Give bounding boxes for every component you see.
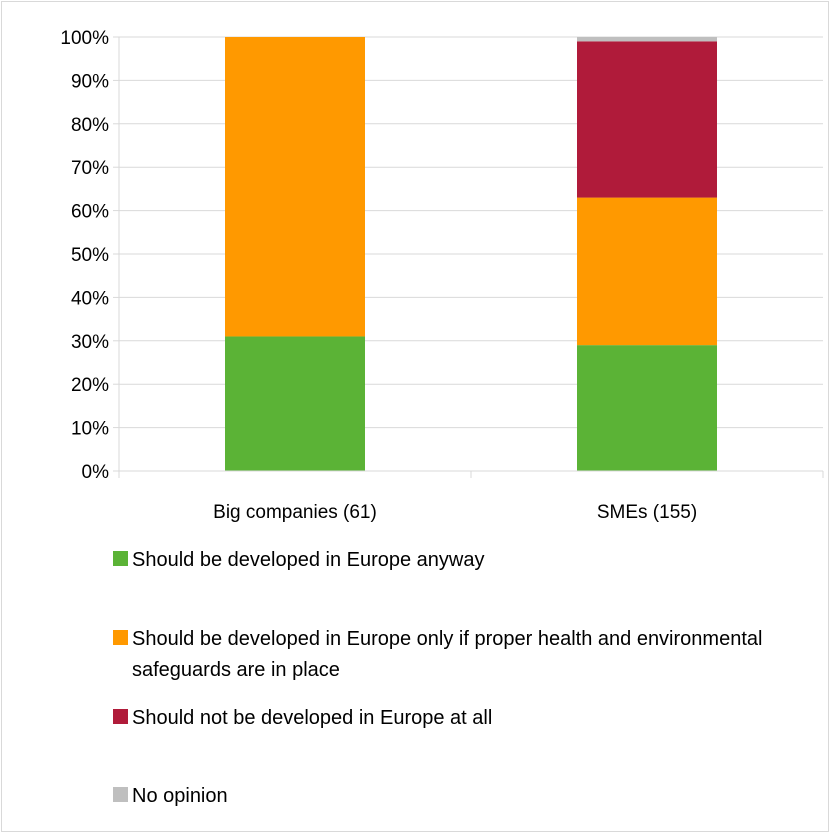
legend-label: Should be developed in Europe only if pr… <box>132 628 763 681</box>
bar-segment <box>577 197 717 346</box>
y-tick-label: 80% <box>71 115 109 136</box>
legend-item-developed-with-safeguards: Should be developed in Europe only if pr… <box>113 624 792 686</box>
legend-label: Should not be developed in Europe at all <box>132 707 493 729</box>
bar-segment <box>577 37 717 42</box>
legend-item-not-developed: Should not be developed in Europe at all <box>113 703 792 734</box>
y-tick-label: 50% <box>71 245 109 266</box>
x-category-label: SMEs (155) <box>597 502 697 523</box>
legend-item-developed-anyway: Should be developed in Europe anyway <box>113 545 792 576</box>
bar-segment <box>577 345 717 471</box>
y-tick-label: 0% <box>82 462 110 483</box>
y-tick-label: 70% <box>71 158 109 179</box>
y-tick-label: 20% <box>71 375 109 396</box>
y-tick-label: 10% <box>71 419 109 440</box>
bars <box>225 37 717 471</box>
y-tick-label: 60% <box>71 202 109 223</box>
legend-swatch <box>113 630 128 645</box>
y-tick-label: 100% <box>60 28 109 49</box>
legend-item-no-opinion: No opinion <box>113 781 792 812</box>
x-category-label: Big companies (61) <box>213 502 377 523</box>
legend-label: Should be developed in Europe anyway <box>132 549 485 571</box>
bar-segment <box>225 37 365 337</box>
y-tick-label: 30% <box>71 332 109 353</box>
y-tick-label: 40% <box>71 288 109 309</box>
legend-swatch <box>113 709 128 724</box>
axes: 0% 10% 20% 30% 40% 50% 60% 70% 80% 90% 100% Big com… <box>60 28 824 523</box>
bar-segment <box>225 336 365 471</box>
gridlines <box>119 36 823 429</box>
legend-swatch <box>113 551 128 566</box>
legend-swatch <box>113 787 128 802</box>
legend-label: No opinion <box>132 785 228 807</box>
bar-segment <box>577 41 717 198</box>
y-tick-label: 90% <box>71 71 109 92</box>
